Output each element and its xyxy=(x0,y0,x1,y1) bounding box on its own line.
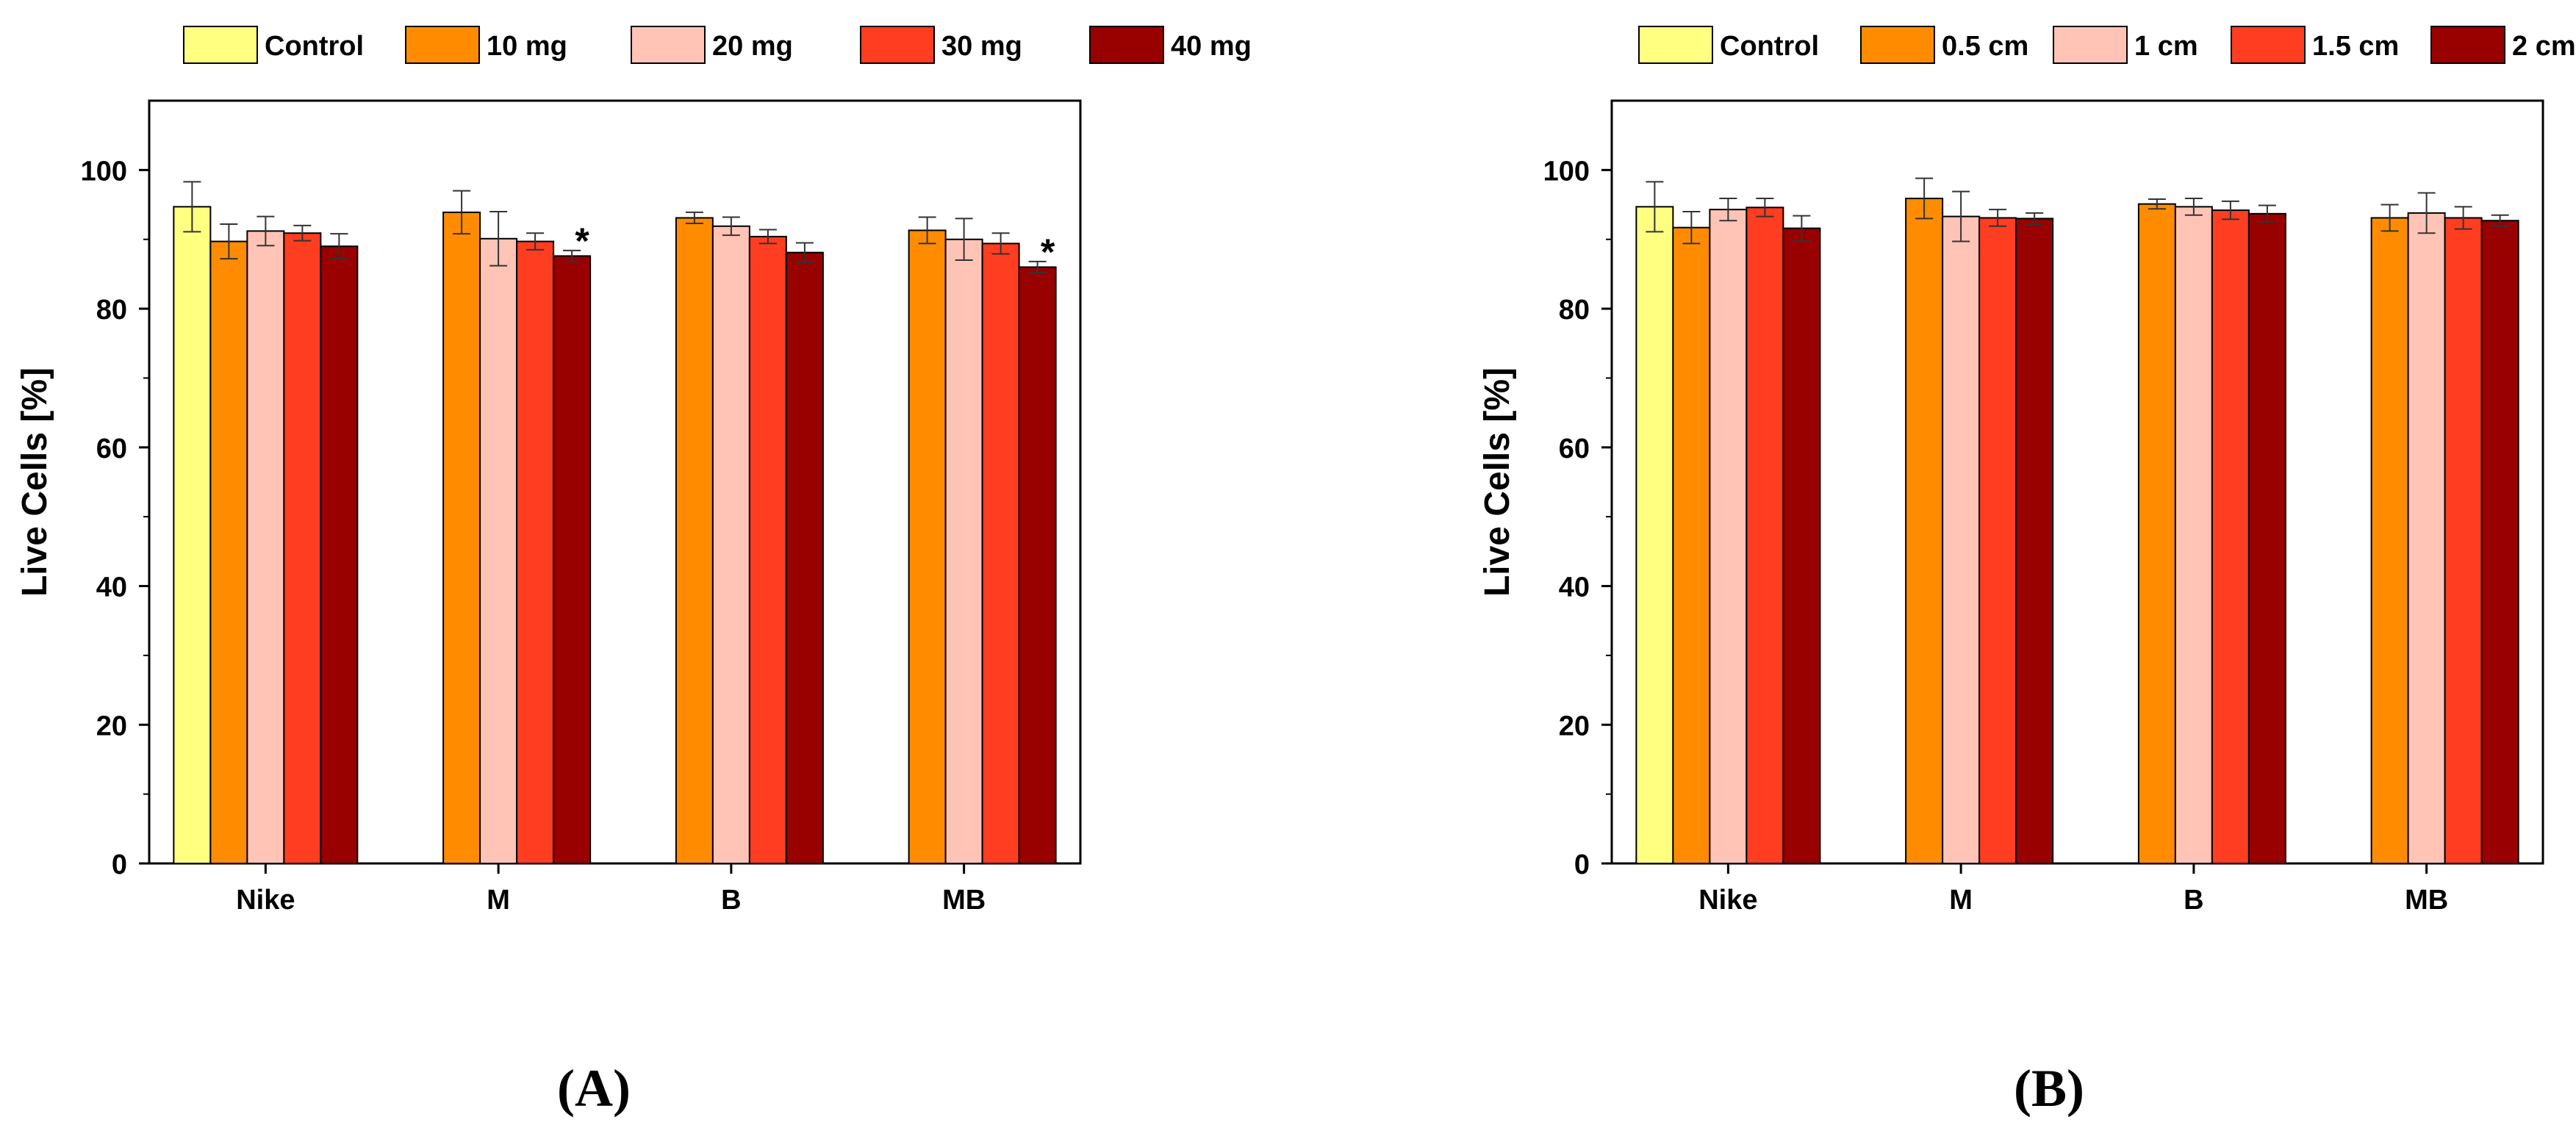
bar xyxy=(785,251,824,864)
y-tick-label: 60 xyxy=(96,434,127,464)
chart-panel-b: Control 0.5 cm 1 cm 1.5 cm 2 cm 0 20 40 60 80 100 L… xyxy=(1478,26,2576,916)
bar xyxy=(908,229,947,864)
legend-label: 1.5 cm xyxy=(2312,31,2399,62)
bar xyxy=(173,206,212,865)
bar xyxy=(2407,212,2446,864)
bar xyxy=(1905,198,1944,864)
legend-swatch xyxy=(405,26,480,64)
legend-swatch xyxy=(183,26,258,64)
bar xyxy=(516,240,555,865)
bar xyxy=(675,217,714,864)
panel-label-b: (B) xyxy=(2014,1059,2084,1118)
bar xyxy=(1942,215,1981,864)
bar xyxy=(1672,226,1711,865)
bar xyxy=(246,230,285,864)
legend-label: 40 mg xyxy=(1171,31,1252,62)
x-tick-label: Nike xyxy=(1698,885,1757,916)
legend-swatch xyxy=(631,26,706,64)
y-tick-label: 0 xyxy=(1574,849,1590,880)
bar xyxy=(2015,218,2054,865)
x-tick-label: M xyxy=(487,885,510,916)
legend-swatch xyxy=(2053,26,2128,64)
bar xyxy=(1018,266,1057,864)
x-tick-label: M xyxy=(1949,885,1973,916)
bar xyxy=(479,237,518,864)
x-tick-label: B xyxy=(721,885,741,916)
legend-label: 2 cm xyxy=(2512,31,2576,62)
y-tick-label: 0 xyxy=(112,849,127,880)
legend-label: 10 mg xyxy=(487,31,567,62)
chart-panel-a: Control 10 mg 20 mg 30 mg 40 mg 0 20 40 60 80 100 L… xyxy=(15,26,1252,916)
bar xyxy=(320,245,359,864)
x-tick-label: MB xyxy=(2405,885,2448,916)
bar xyxy=(2247,212,2286,864)
x-tick-label: Nike xyxy=(236,885,295,916)
y-tick-label: 80 xyxy=(96,295,127,326)
plot-frame xyxy=(148,99,1082,865)
legend-label: 1 cm xyxy=(2134,31,2198,62)
x-tick-label: B xyxy=(2184,885,2203,916)
y-tick-label: 40 xyxy=(1559,572,1590,603)
bar xyxy=(283,232,322,864)
legend-label: 0.5 cm xyxy=(1942,31,2028,62)
bar xyxy=(981,242,1020,864)
legend-swatch xyxy=(2231,26,2306,64)
bar xyxy=(442,211,481,864)
legend-swatch xyxy=(1089,26,1164,64)
y-tick-label: 40 xyxy=(96,572,127,603)
bar xyxy=(2480,220,2519,864)
y-tick-label: 20 xyxy=(96,711,127,741)
bar xyxy=(711,225,750,865)
y-axis-label: Live Cells [%] xyxy=(1478,367,1517,597)
legend-swatch xyxy=(1860,26,1935,64)
bar xyxy=(1709,209,1748,865)
plot-frame xyxy=(1610,99,2544,865)
bar xyxy=(1746,206,1784,864)
bar xyxy=(2444,217,2483,864)
bar xyxy=(1978,217,2017,864)
bar xyxy=(209,240,248,865)
legend-label: 30 mg xyxy=(941,31,1022,62)
legend: Control 0.5 cm 1 cm 1.5 cm 2 cm xyxy=(1638,26,2576,64)
legend-label: 20 mg xyxy=(712,31,793,62)
legend-label: Control xyxy=(1720,31,1819,62)
bar xyxy=(748,235,787,865)
bar xyxy=(1635,206,1674,865)
bar xyxy=(944,238,983,864)
y-tick-label: 80 xyxy=(1559,295,1590,326)
y-axis-label: Live Cells [%] xyxy=(15,367,54,597)
y-tick-label: 100 xyxy=(81,156,127,187)
legend-swatch xyxy=(2430,26,2505,64)
legend: Control 10 mg 20 mg 30 mg 40 mg xyxy=(183,26,1252,64)
panel-label-a: (A) xyxy=(557,1059,631,1118)
bar xyxy=(2174,206,2213,865)
y-tick-label: 100 xyxy=(1543,156,1590,187)
y-tick-label: 20 xyxy=(1559,711,1590,741)
bar xyxy=(2137,203,2176,864)
significance-mark: * xyxy=(1041,231,1055,273)
bar xyxy=(2370,217,2409,864)
legend-swatch xyxy=(860,26,935,64)
significance-mark: * xyxy=(575,220,589,262)
bar xyxy=(553,255,592,864)
legend-swatch xyxy=(1638,26,1713,64)
x-tick-label: MB xyxy=(942,885,986,916)
y-tick-label: 60 xyxy=(1559,434,1590,464)
legend-label: Control xyxy=(265,31,364,62)
bar xyxy=(2211,209,2250,864)
bar xyxy=(1782,227,1821,864)
